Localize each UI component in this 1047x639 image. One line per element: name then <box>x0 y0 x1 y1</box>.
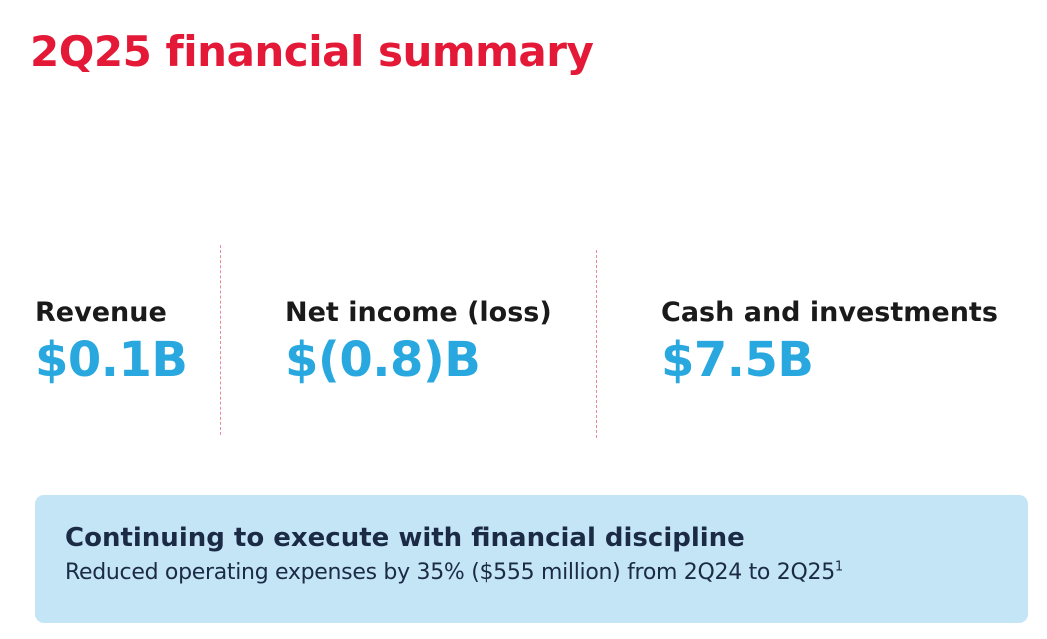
callout-body: Reduced operating expenses by 35% ($555 … <box>65 557 998 589</box>
metric-revenue: Revenue $0.1B <box>35 296 188 388</box>
metric-cash-and-investments: Cash and investments $7.5B <box>661 296 998 388</box>
callout-body-text: Reduced operating expenses by 35% ($555 … <box>65 560 835 585</box>
dashed-divider <box>220 245 221 435</box>
metric-label: Net income (loss) <box>285 297 552 328</box>
page-title: 2Q25 financial summary <box>30 27 594 76</box>
metric-label: Revenue <box>35 297 167 328</box>
metric-label: Cash and investments <box>661 297 998 328</box>
dashed-divider <box>596 250 597 438</box>
metric-value: $7.5B <box>661 332 814 388</box>
callout-heading: Continuing to execute with financial dis… <box>65 523 745 553</box>
metric-value: $0.1B <box>35 332 188 388</box>
callout-box: Continuing to execute with financial dis… <box>35 495 1028 623</box>
footnote-marker: 1 <box>834 559 843 575</box>
metric-net-income: Net income (loss) $(0.8)B <box>285 296 552 388</box>
metric-value: $(0.8)B <box>285 332 481 388</box>
